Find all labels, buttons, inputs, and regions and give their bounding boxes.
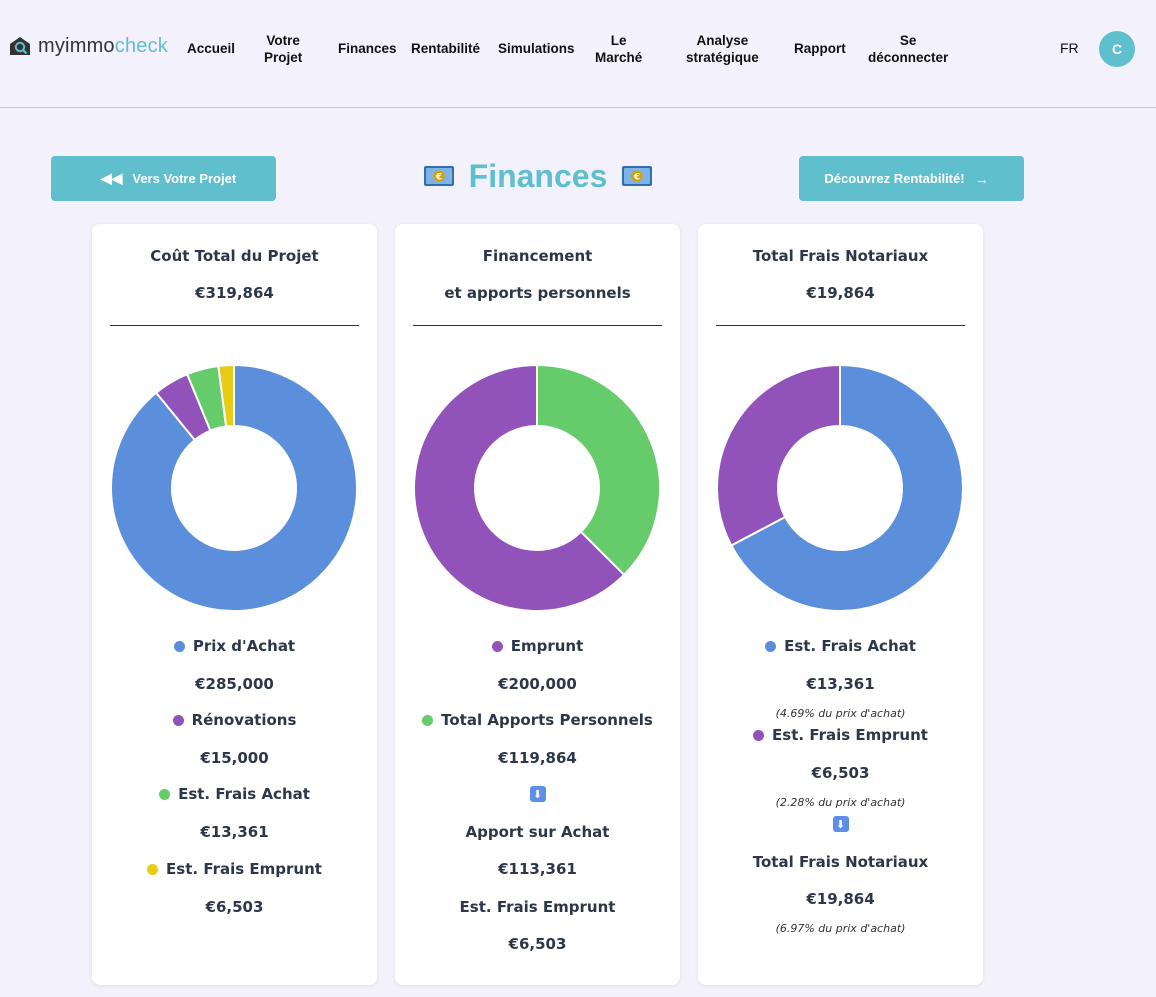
card-total: €319,864 <box>195 284 274 302</box>
legend-dot <box>159 788 171 800</box>
discover-rentabilite-button[interactable]: Découvrez Rentabilité! → <box>799 156 1024 201</box>
legend-item: Est. Frais Emprunt <box>92 860 377 878</box>
donut-slice-est-frais-emprunt[interactable] <box>716 364 841 547</box>
double-arrow-left-icon: ◀◀ <box>100 170 123 186</box>
donut-slice-est-frais-emprunt[interactable] <box>217 364 235 428</box>
money-icon: € <box>621 164 653 188</box>
card-title: Financement <box>482 247 593 265</box>
card-total: €19,864 <box>806 284 875 302</box>
legend-dot <box>765 640 777 652</box>
legend-item: Prix d'Achat <box>92 637 377 655</box>
nav-analyse-strategique[interactable]: Analyse stratégique <box>686 33 759 65</box>
apport-value: €113,361 <box>498 860 577 878</box>
nav-le-marche[interactable]: Le Marché <box>595 33 643 65</box>
cost-card: Coût Total du Projet €319,864 Prix d'Ach… <box>92 224 377 985</box>
legend-value: €6,503 <box>811 764 870 782</box>
legend-dot <box>147 863 159 875</box>
frais-emprunt-value: €6,503 <box>508 935 567 953</box>
legend-item: Rénovations <box>92 711 377 729</box>
divider <box>716 325 965 326</box>
legend-value: €285,000 <box>195 675 274 693</box>
brand-logo[interactable]: myimmocheck <box>8 34 168 58</box>
percent-note: (6.97% du prix d'achat) <box>775 922 906 935</box>
svg-text:€: € <box>435 173 442 183</box>
divider <box>413 325 662 326</box>
notary-donut-chart <box>716 364 964 612</box>
apport-label: Apport sur Achat <box>465 823 610 841</box>
legend-value: €13,361 <box>200 823 269 841</box>
legend-item: Total Apports Personnels <box>395 711 680 729</box>
percent-note: (2.28% du prix d'achat) <box>775 796 906 809</box>
financing-card: Financement et apports personnels Emprun… <box>395 224 680 985</box>
arrow-down-icon: ⬇ <box>832 816 849 832</box>
legend-item: Emprunt <box>395 637 680 655</box>
nav-votre-projet[interactable]: Votre Projet <box>264 33 303 65</box>
donut-slice-emprunt[interactable] <box>413 364 626 612</box>
card-title: Coût Total du Projet <box>150 247 319 265</box>
house-search-icon <box>8 34 32 58</box>
navbar: myimmocheck Accueil Votre Projet Finances… <box>0 0 1156 108</box>
legend-value: €6,503 <box>205 898 264 916</box>
legend-dot <box>173 640 185 652</box>
legend-item: Est. Frais Emprunt <box>698 726 983 744</box>
svg-text:€: € <box>633 173 640 183</box>
card-subtitle: et apports personnels <box>444 284 631 302</box>
total-value: €19,864 <box>806 890 875 908</box>
legend-item: Est. Frais Achat <box>698 637 983 655</box>
brand-name: myimmocheck <box>38 34 168 57</box>
cost-donut-chart <box>110 364 358 612</box>
legend-dot <box>753 729 765 741</box>
legend-value: €119,864 <box>498 749 577 767</box>
nav-logout[interactable]: Se déconnecter <box>868 33 949 65</box>
financing-donut-chart <box>413 364 661 612</box>
divider <box>110 325 359 326</box>
arrow-right-icon: → <box>974 170 989 187</box>
avatar[interactable]: C <box>1099 31 1135 67</box>
legend-value: €15,000 <box>200 749 269 767</box>
nav-finances[interactable]: Finances <box>338 41 397 56</box>
donut-slice-prix-d-achat[interactable] <box>110 364 358 612</box>
arrow-down-icon: ⬇ <box>529 786 546 802</box>
nav-accueil[interactable]: Accueil <box>187 41 236 56</box>
legend-value: €13,361 <box>806 675 875 693</box>
language-selector[interactable]: FR <box>1060 40 1079 56</box>
legend-dot <box>422 714 434 726</box>
money-icon: € <box>423 164 455 188</box>
frais-emprunt-label: Est. Frais Emprunt <box>459 898 616 916</box>
card-title: Total Frais Notariaux <box>752 247 929 265</box>
donut-slice-total-apports-personnels[interactable] <box>536 364 661 577</box>
page-title: € Finances € <box>420 154 656 198</box>
total-label: Total Frais Notariaux <box>752 853 929 871</box>
notary-fees-card: Total Frais Notariaux €19,864 Est. Frais… <box>698 224 983 985</box>
nav-rentabilite[interactable]: Rentabilité <box>411 41 481 56</box>
nav-simulations[interactable]: Simulations <box>498 41 575 56</box>
donut-slice-est-frais-achat[interactable] <box>729 364 964 612</box>
legend-item: Est. Frais Achat <box>92 785 377 803</box>
legend-value: €200,000 <box>498 675 577 693</box>
legend-dot <box>172 714 184 726</box>
nav-rapport[interactable]: Rapport <box>794 41 846 56</box>
back-to-project-button[interactable]: ◀◀ Vers Votre Projet <box>51 156 276 201</box>
legend-dot <box>491 640 503 652</box>
percent-note: (4.69% du prix d'achat) <box>775 707 906 720</box>
